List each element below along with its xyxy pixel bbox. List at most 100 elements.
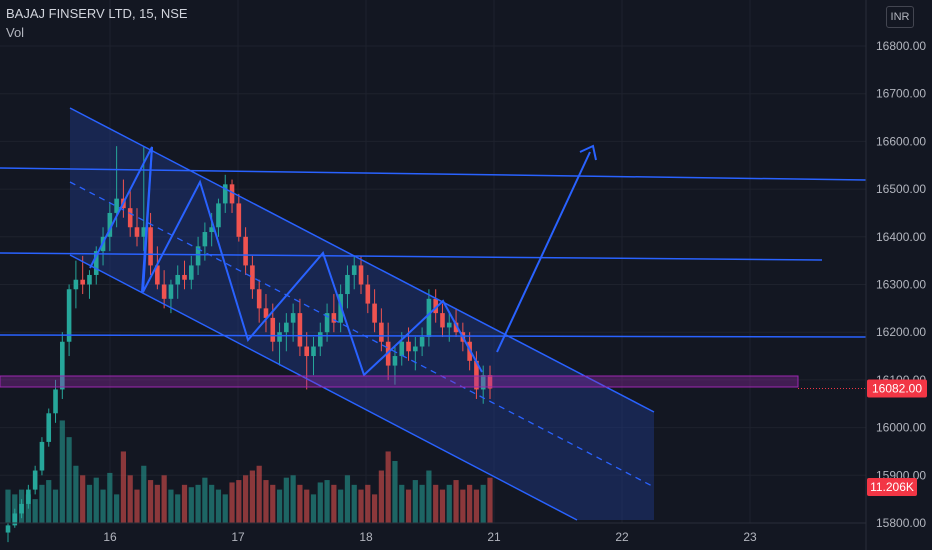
time-tick-label: 17	[231, 530, 245, 544]
volume-label: 11.206K	[870, 480, 914, 494]
time-tick-label: 18	[359, 530, 373, 544]
candle-body	[304, 346, 310, 357]
zigzag-pattern	[141, 146, 153, 293]
price-tick-label: 16000.00	[876, 421, 926, 435]
price-tick-label: 16700.00	[876, 87, 926, 101]
volume-bar	[86, 484, 93, 523]
volume-bar	[188, 487, 194, 523]
channel-upper-line	[69, 107, 655, 413]
candle-body	[358, 265, 364, 285]
candle-body	[93, 251, 99, 275]
chart-header: BAJAJ FINSERV LTD, 15, NSE Vol	[6, 6, 188, 41]
volume-bar	[392, 460, 398, 523]
volume-bar	[215, 489, 222, 523]
volume-bar	[73, 465, 79, 523]
candle-body	[60, 341, 65, 390]
candle-body	[426, 298, 432, 337]
symbol-title: BAJAJ FINSERV LTD, 15, NSE	[6, 6, 188, 21]
candle-body	[406, 341, 411, 352]
price-tick-label: 16200.00	[876, 325, 926, 339]
candle-body	[195, 246, 201, 266]
candle-body	[161, 284, 167, 299]
candle-body	[168, 284, 174, 299]
volume-bar	[229, 482, 235, 523]
volume-bar	[256, 465, 262, 523]
volume-bar	[399, 484, 405, 523]
candle-body	[399, 341, 405, 357]
volume-bar	[120, 451, 127, 523]
candle-body	[127, 208, 133, 228]
volume-bar	[276, 489, 283, 523]
volume-bar	[365, 484, 371, 523]
candle-body	[297, 313, 303, 347]
candle-body	[413, 346, 418, 352]
volume-bar	[263, 480, 269, 523]
candle-body	[270, 317, 276, 342]
candle-body	[317, 332, 323, 347]
candle-body	[446, 322, 452, 328]
volume-bar	[161, 475, 167, 523]
volume-bar	[290, 475, 296, 523]
volume-bar	[310, 494, 317, 523]
price-tick-label: 16600.00	[876, 134, 926, 148]
candle-body	[155, 265, 160, 285]
candle-body	[73, 279, 79, 290]
volume-tag	[867, 478, 917, 496]
candle-body	[114, 198, 119, 213]
candle-body	[134, 227, 140, 237]
candle-body	[182, 274, 187, 280]
volume-bar	[134, 489, 140, 523]
volume-bar	[412, 480, 418, 523]
candle-body	[202, 232, 208, 247]
candle-body	[46, 413, 52, 442]
volume-bar	[405, 489, 412, 523]
volume-indicator-label: Vol	[6, 25, 25, 40]
candle-body	[236, 203, 242, 237]
candle-body	[188, 265, 194, 280]
candle-body	[351, 265, 357, 275]
volume-bar	[270, 484, 276, 523]
volume-bar	[107, 472, 113, 523]
volume-bar	[147, 480, 154, 523]
price-tick-label: 15800.00	[876, 516, 926, 530]
candle-body	[324, 313, 330, 333]
volume-bar	[202, 477, 208, 523]
currency-button[interactable]: INR	[886, 6, 914, 28]
volume-bar	[114, 494, 120, 523]
volume-bar	[5, 489, 11, 523]
volume-bar	[358, 489, 364, 523]
candle-body	[290, 313, 296, 323]
volume-bar	[433, 484, 439, 523]
candle-body	[419, 336, 425, 347]
volume-bar	[371, 494, 378, 523]
volume-bar	[100, 489, 106, 523]
candle-body	[480, 375, 486, 390]
volume-bar	[344, 475, 351, 523]
candle-body	[365, 284, 371, 304]
volume-bar	[439, 489, 446, 523]
candle-body	[53, 389, 58, 414]
support-line	[0, 334, 867, 338]
volume-bar	[487, 477, 493, 523]
candle-body	[229, 184, 235, 204]
volume-bar	[243, 475, 249, 523]
volume-bar	[460, 489, 466, 523]
candle-body	[433, 298, 438, 314]
projection-arrowhead	[579, 144, 597, 161]
candle-body	[5, 525, 11, 533]
volume-bar	[331, 484, 337, 523]
volume-bar	[39, 484, 45, 523]
volume-bar	[297, 484, 303, 523]
volume-bar	[181, 484, 188, 523]
price-tick-label: 16300.00	[876, 278, 926, 292]
candle-body	[277, 332, 282, 342]
resistance-line	[0, 252, 823, 261]
volume-bar	[80, 475, 86, 523]
candle-body	[440, 313, 445, 328]
candle-body	[175, 274, 181, 285]
candle-body	[474, 360, 479, 390]
price-tick-label: 16800.00	[876, 39, 926, 53]
candle-body	[263, 308, 269, 318]
